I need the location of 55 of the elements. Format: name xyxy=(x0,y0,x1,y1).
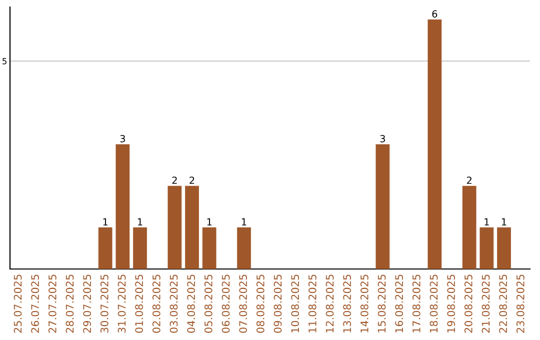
x-tick-label: 06.08.2025 xyxy=(222,274,230,333)
x-tick-label: 31.07.2025 xyxy=(118,274,126,333)
x-tick-label: 25.07.2025 xyxy=(14,274,22,333)
x-tick-label: 09.08.2025 xyxy=(274,274,282,333)
x-tick-label: 21.08.2025 xyxy=(482,274,490,333)
bar xyxy=(168,186,182,269)
x-tick-label: 22.08.2025 xyxy=(499,274,508,333)
bar xyxy=(185,186,199,269)
x-tick-label: 23.08.2025 xyxy=(516,274,524,333)
x-tick-label: 04.08.2025 xyxy=(187,274,196,333)
data-label: 1 xyxy=(502,218,506,226)
data-label: 3 xyxy=(120,135,125,142)
x-tick-label: 19.08.2025 xyxy=(447,274,456,332)
x-tick-label: 17.08.2025 xyxy=(412,274,420,332)
bar xyxy=(462,186,476,269)
x-tick-label: 13.08.2025 xyxy=(343,274,352,332)
bar xyxy=(202,227,216,269)
x-tick-label: 26.07.2025 xyxy=(31,274,40,333)
x-tick-label: 03.08.2025 xyxy=(170,274,178,333)
x-tick-label: 28.07.2025 xyxy=(66,274,74,333)
x-tick-label: 29.07.2025 xyxy=(83,274,92,333)
x-tick-label: 07.08.2025 xyxy=(239,274,248,333)
x-tick-label: 11.08.2025 xyxy=(308,274,316,332)
data-label: 2 xyxy=(190,176,194,184)
x-tick-label: 30.07.2025 xyxy=(100,274,108,333)
data-label: 6 xyxy=(432,10,438,18)
bar xyxy=(376,144,390,269)
x-tick-label: 16.08.2025 xyxy=(395,274,404,332)
data-label: 2 xyxy=(172,176,177,184)
data-label: 1 xyxy=(207,218,212,226)
x-tick-label: 27.07.2025 xyxy=(48,274,56,333)
x-tick-label: 01.08.2025 xyxy=(135,274,144,333)
data-label: 2 xyxy=(466,176,472,184)
x-tick-label: 14.08.2025 xyxy=(360,274,368,332)
bar xyxy=(237,227,251,269)
x-tick-label: 02.08.2025 xyxy=(152,274,160,333)
bar xyxy=(428,19,442,269)
y-tick-label: 5 xyxy=(2,58,6,64)
bar xyxy=(116,144,130,269)
x-tick-label: 08.08.2025 xyxy=(256,274,264,333)
x-tick-label: 05.08.2025 xyxy=(204,274,212,333)
x-tick-label: 10.08.2025 xyxy=(291,274,300,332)
bar xyxy=(480,227,494,269)
bar xyxy=(497,227,511,269)
data-label: 1 xyxy=(484,218,489,226)
x-tick-label: 12.08.2025 xyxy=(326,274,334,332)
data-label: 3 xyxy=(380,135,385,142)
bar xyxy=(98,227,112,269)
data-label: 1 xyxy=(138,218,142,226)
data-label: 1 xyxy=(103,218,108,226)
x-tick-label: 18.08.2025 xyxy=(430,274,438,332)
bar xyxy=(133,227,147,269)
data-label: 1 xyxy=(242,218,246,226)
x-tick-label: 20.08.2025 xyxy=(464,274,472,333)
x-tick-label: 15.08.2025 xyxy=(378,274,386,332)
